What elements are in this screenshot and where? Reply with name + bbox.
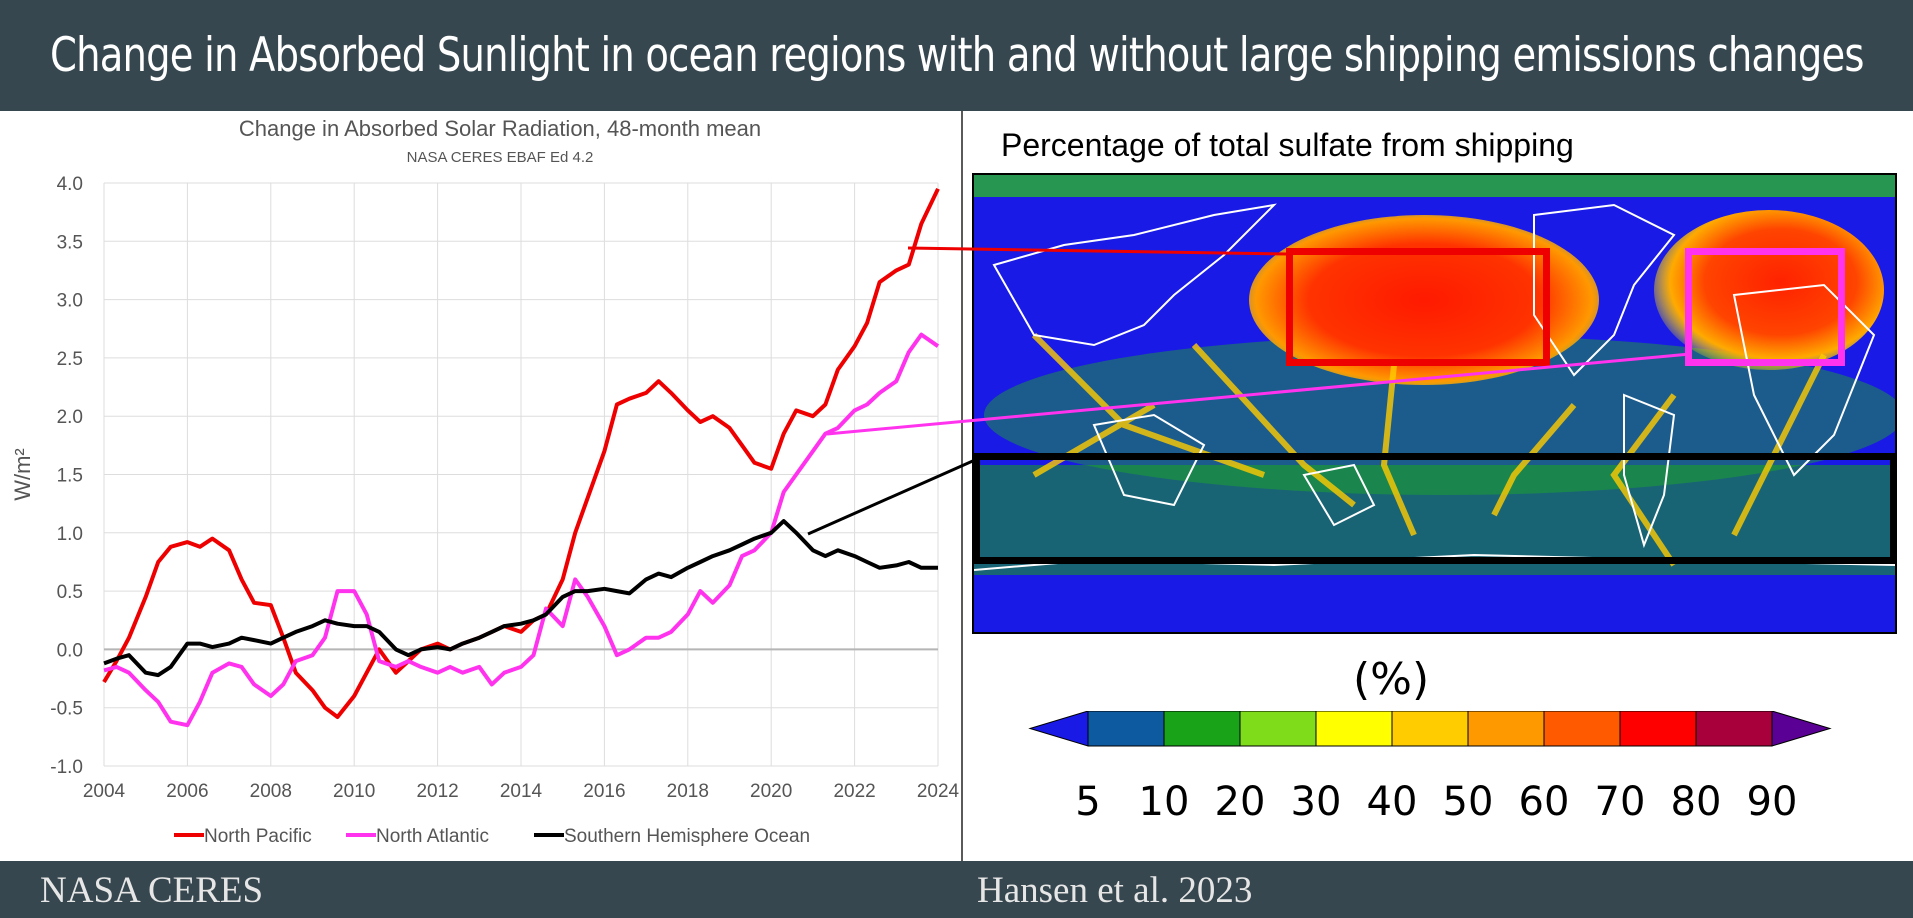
legend-label: North Pacific [204, 826, 312, 847]
page-title: Change in Absorbed Sunlight in ocean reg… [49, 28, 1864, 83]
colorbar-segment [1695, 711, 1773, 747]
series-line [103, 332, 940, 728]
colorbar-tick-label: 90 [1746, 779, 1798, 825]
legend-label: Southern Hemisphere Ocean [564, 826, 810, 847]
legend-label: North Atlantic [376, 826, 489, 847]
x-tick-label: 2016 [583, 781, 625, 802]
x-tick-label: 2014 [500, 781, 543, 802]
y-tick-label: 3.5 [57, 232, 83, 253]
footer-source: NASA CERES [40, 870, 264, 911]
footer-citation: Hansen et al. 2023 [977, 870, 1253, 911]
colorbar-segment [1087, 711, 1165, 747]
y-tick-label: -1.0 [50, 757, 83, 778]
series-line [103, 519, 938, 678]
series-line [102, 187, 940, 719]
north-pacific-box [1286, 248, 1550, 366]
chart-subtitle: NASA CERES EBAF Ed 4.2 [406, 149, 594, 166]
arctic-band [974, 175, 1895, 197]
y-tick-label: 2.5 [57, 349, 83, 370]
x-tick-label: 2024 [917, 781, 960, 802]
x-tick-label: 2020 [750, 781, 792, 802]
colorbar-segment [1163, 711, 1241, 747]
colorbar-tick-label: 20 [1214, 779, 1266, 825]
north-atlantic-box [1685, 248, 1845, 366]
y-tick-label: 3.0 [57, 291, 83, 312]
colorbar-tick-label: 80 [1670, 779, 1722, 825]
colorbar-segment [1543, 711, 1621, 747]
x-tick-label: 2004 [83, 781, 126, 802]
colorbar-tick-label: 50 [1442, 779, 1494, 825]
colorbar-tick-label: 10 [1138, 779, 1190, 825]
y-tick-label: 2.0 [57, 407, 83, 428]
line-chart-panel: Change in Absorbed Solar Radiation, 48-m… [0, 111, 961, 861]
colorbar-tick-label: 30 [1290, 779, 1342, 825]
y-tick-label: -0.5 [50, 699, 83, 720]
y-tick-label: 1.5 [57, 466, 83, 487]
colorbar-segment [1315, 711, 1393, 747]
colorbar-tick-label: 70 [1594, 779, 1646, 825]
x-tick-label: 2008 [250, 781, 292, 802]
y-axis-label: W/m² [10, 448, 35, 501]
sulfate-map [972, 173, 1897, 634]
x-tick-label: 2018 [667, 781, 709, 802]
y-tick-label: 0.5 [57, 582, 83, 603]
colorbar-segment [1619, 711, 1697, 747]
map-title: Percentage of total sulfate from shippin… [1001, 127, 1574, 163]
y-tick-label: 0.0 [57, 640, 83, 661]
colorbar-unit: (%) [1353, 654, 1430, 705]
colorbar-segment [1239, 711, 1317, 747]
x-tick-label: 2022 [833, 781, 875, 802]
x-tick-label: 2006 [166, 781, 208, 802]
southern-box [973, 453, 1897, 564]
colorbar-segment [1467, 711, 1545, 747]
y-tick-label: 1.0 [57, 524, 83, 545]
footer: NASA CERES Hansen et al. 2023 [0, 861, 1913, 918]
x-tick-label: 2010 [333, 781, 375, 802]
y-tick-label: 4.0 [57, 174, 83, 195]
colorbar-tick-label: 40 [1366, 779, 1418, 825]
chart-title: Change in Absorbed Solar Radiation, 48-m… [238, 116, 762, 141]
colorbar-right-arrow [1771, 711, 1832, 747]
colorbar [1028, 711, 1832, 747]
map-panel: Percentage of total sulfate from shippin… [963, 111, 1913, 861]
colorbar-left-arrow [1028, 711, 1089, 747]
x-tick-label: 2012 [416, 781, 458, 802]
colorbar-tick-label: 60 [1518, 779, 1570, 825]
page-title-bar: Change in Absorbed Sunlight in ocean reg… [0, 0, 1913, 111]
colorbar-segment [1391, 711, 1469, 747]
colorbar-tick-label: 5 [1075, 779, 1101, 825]
line-chart: 2004 2006 2008 2010 2012 2014 2016 2018 2020 2022… [10, 174, 960, 847]
